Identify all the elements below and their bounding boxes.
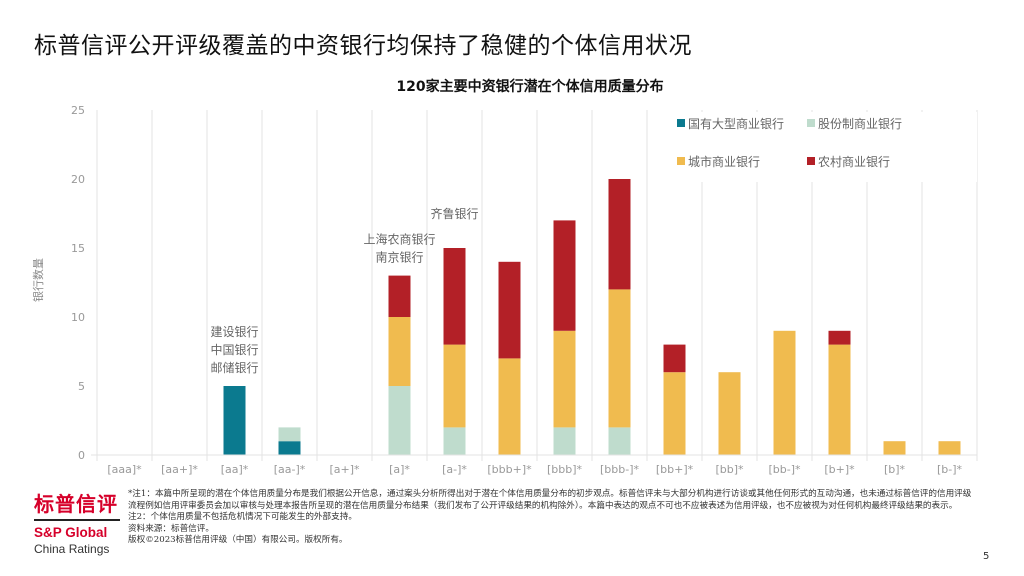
bar-annotation: 建设银行 bbox=[210, 325, 258, 339]
footnote-1: *注1：本篇中所呈现的潜在个体信用质量分布是我们根据公开信息，通过案头分析所得出… bbox=[128, 489, 972, 511]
legend-label: 农村商业银行 bbox=[818, 154, 890, 169]
y-tick-label: 25 bbox=[71, 104, 85, 117]
logo-chinese: 标普信评 bbox=[34, 492, 118, 516]
bar-annotation: 南京银行 bbox=[375, 250, 423, 265]
bar-segment bbox=[938, 441, 961, 455]
bar-segment bbox=[223, 386, 246, 455]
x-tick-label: [bbb+]* bbox=[487, 463, 532, 476]
x-tick-label: [aa]* bbox=[221, 463, 249, 476]
bar-segment bbox=[278, 441, 301, 455]
x-tick-label: [a-]* bbox=[442, 463, 467, 476]
bar-segment bbox=[553, 220, 576, 331]
page-title: 标普信评公开评级覆盖的中资银行均保持了稳健的个体信用状况 bbox=[34, 33, 692, 59]
bars bbox=[223, 179, 961, 455]
x-tick-label: [bbb]* bbox=[547, 463, 583, 476]
bar-segment bbox=[443, 344, 466, 428]
chart-title: 120家主要中资银行潜在个体信用质量分布 bbox=[396, 79, 664, 95]
x-tick-label: [b+]* bbox=[824, 463, 855, 476]
bar-segment bbox=[663, 344, 686, 373]
x-tick-label: [a+]* bbox=[329, 463, 360, 476]
x-tick-label: [bb+]* bbox=[656, 463, 694, 476]
x-tick-label: [aa+]* bbox=[161, 463, 198, 476]
bar-segment bbox=[773, 330, 796, 455]
copyright-note: 版权©2023标普信用评级（中国）有限公司。版权所有。 bbox=[128, 535, 348, 545]
legend-label: 城市商业银行 bbox=[688, 154, 760, 169]
y-tick-label: 10 bbox=[71, 311, 85, 324]
bar-segment bbox=[498, 358, 521, 455]
legend-background bbox=[665, 112, 977, 182]
gridlines bbox=[96, 110, 978, 461]
x-tick-label: [bb]* bbox=[715, 463, 744, 476]
bar-segment bbox=[553, 330, 576, 428]
bar-segment bbox=[388, 317, 411, 386]
x-tick-label: [aaa]* bbox=[107, 463, 142, 476]
logo-subtitle: China Ratings bbox=[34, 542, 110, 556]
axes: 0 5 10 15 20 25 [aaa]* [aa+]* [aa]* [aa-]* [a+]* [a… bbox=[71, 104, 977, 476]
legend-swatch bbox=[807, 119, 815, 127]
bar-segment bbox=[828, 330, 851, 345]
bar-segment bbox=[388, 275, 411, 317]
bar-segment bbox=[608, 289, 631, 428]
bar-annotation: 齐鲁银行 bbox=[430, 206, 478, 221]
x-tick-label: [bbb-]* bbox=[600, 463, 639, 476]
logo-divider bbox=[34, 519, 120, 521]
bar-segment bbox=[498, 261, 521, 359]
legend-swatch bbox=[677, 157, 685, 165]
bar-segment bbox=[443, 427, 466, 455]
source-note: 资料来源：标普信评。 bbox=[128, 523, 214, 534]
bar-segment bbox=[388, 386, 411, 455]
bar-annotation: 中国银行 bbox=[210, 342, 258, 357]
x-tick-label: [aa-]* bbox=[274, 463, 306, 476]
x-tick-label: [b-]* bbox=[937, 463, 963, 476]
footnote-2: 注2：个体信用质量不包括危机情况下可能发生的外部支持。 bbox=[128, 512, 357, 522]
y-tick-label: 15 bbox=[71, 242, 85, 255]
bar-segment bbox=[278, 427, 301, 442]
legend-swatch bbox=[807, 157, 815, 165]
x-tick-label: [a]* bbox=[389, 463, 410, 476]
page-number: 5 bbox=[983, 551, 990, 562]
company-logo: 标普信评 S&P Global China Ratings bbox=[34, 492, 122, 557]
legend-label: 国有大型商业银行 bbox=[688, 116, 784, 131]
y-tick-label: 0 bbox=[78, 449, 85, 462]
bar-segment bbox=[553, 427, 576, 455]
bar-annotation: 邮储银行 bbox=[210, 360, 258, 375]
y-tick-label: 20 bbox=[71, 173, 85, 186]
bar-annotation: 上海农商银行 bbox=[363, 232, 435, 247]
x-tick-label: [bb-]* bbox=[768, 463, 801, 476]
logo-english: S&P Global bbox=[34, 525, 108, 540]
bar-segment bbox=[608, 427, 631, 455]
bar-segment bbox=[663, 372, 686, 455]
legend-swatch bbox=[677, 119, 685, 127]
x-tick-label: [b]* bbox=[884, 463, 906, 476]
bar-segment bbox=[608, 179, 631, 290]
bar-segment bbox=[883, 441, 906, 455]
bar-segment bbox=[718, 372, 741, 455]
legend-label: 股份制商业银行 bbox=[818, 116, 902, 131]
bar-segment bbox=[828, 344, 851, 455]
y-tick-label: 5 bbox=[78, 380, 85, 393]
footnotes: *注1：本篇中所呈现的潜在个体信用质量分布是我们根据公开信息，通过案头分析所得出… bbox=[128, 489, 978, 547]
bar-segment bbox=[443, 248, 466, 345]
